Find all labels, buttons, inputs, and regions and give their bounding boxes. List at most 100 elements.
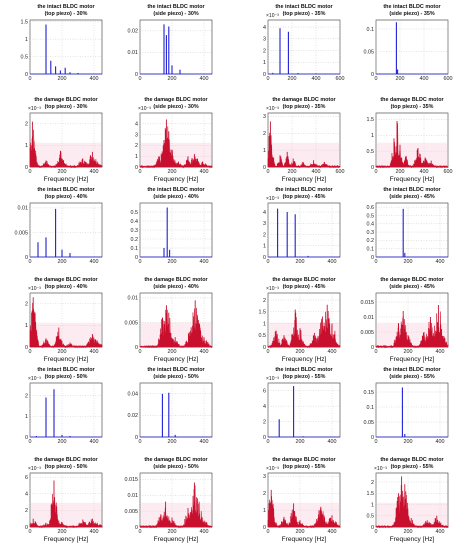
panel-title: (side piezo) - 30% bbox=[153, 11, 198, 17]
y-tick-label: 0.5 bbox=[367, 149, 375, 155]
y-tick-label: 1 bbox=[263, 148, 266, 154]
x-tick-label: 200 bbox=[396, 76, 405, 82]
x-tick-label: 200 bbox=[296, 529, 305, 535]
y-tick-label: 1 bbox=[371, 133, 374, 139]
y-tick-label: 2 bbox=[263, 491, 266, 497]
y-tick-label: 6 bbox=[263, 389, 266, 395]
y-exponent-label: ×10⁻³ bbox=[28, 376, 41, 382]
y-tick-label: 0 bbox=[25, 525, 28, 531]
y-tick-label: 0 bbox=[263, 255, 266, 261]
y-tick-label: 2 bbox=[263, 232, 266, 238]
x-tick-label: 200 bbox=[58, 169, 67, 175]
y-tick-label: 3 bbox=[135, 132, 138, 138]
x-tick-label: 400 bbox=[90, 349, 99, 355]
panel-p7: the damage BLDC motor(top piezo) - 35% ×1… bbox=[263, 97, 345, 183]
y-tick-label: 0 bbox=[371, 255, 374, 261]
y-tick-label: 0 bbox=[135, 255, 138, 261]
y-tick-label: 0.05 bbox=[364, 49, 375, 55]
x-tick-label: 0 bbox=[267, 169, 270, 175]
x-tick-label: 0 bbox=[139, 169, 142, 175]
x-tick-label: 400 bbox=[420, 169, 429, 175]
x-tick-label: 400 bbox=[90, 259, 99, 265]
x-tick-label: 200 bbox=[396, 169, 405, 175]
x-tick-label: 0 bbox=[267, 259, 270, 265]
plot-area bbox=[29, 112, 103, 168]
y-tick-label: 0.005 bbox=[361, 330, 375, 336]
x-axis-label: Frequency [Hz] bbox=[282, 536, 327, 543]
x-tick-label: 400 bbox=[200, 169, 209, 175]
y-tick-label: 1.5 bbox=[367, 117, 375, 123]
x-tick-label: 200 bbox=[58, 259, 67, 265]
panel-title: (top piezo) - 30% bbox=[45, 104, 88, 110]
x-tick-label: 400 bbox=[312, 76, 321, 82]
x-tick-label: 0 bbox=[375, 529, 378, 535]
x-tick-label: 400 bbox=[420, 76, 429, 82]
x-tick-label: 200 bbox=[288, 169, 297, 175]
x-tick-label: 400 bbox=[90, 439, 99, 445]
panel-p4: the intact BLDC motor(side piezo) - 35% 0… bbox=[364, 4, 453, 82]
plot-area bbox=[267, 382, 341, 438]
panel-p8: the damage BLDC motor(top piezo) - 35% 0 2… bbox=[367, 97, 453, 183]
y-tick-label: 1 bbox=[263, 60, 266, 66]
panel-title: the intact BLDC motor bbox=[147, 4, 205, 10]
x-tick-label: 400 bbox=[200, 529, 209, 535]
panel-title: (top piezo) - 50% bbox=[45, 374, 88, 380]
y-tick-label: 0 bbox=[135, 525, 138, 531]
y-tick-label: 0.5 bbox=[367, 514, 375, 520]
y-tick-label: 0.005 bbox=[15, 230, 29, 236]
damage-band bbox=[377, 142, 447, 167]
panel-title: the intact BLDC motor bbox=[275, 4, 333, 10]
panel-title: (top piezo) - 30% bbox=[45, 11, 88, 17]
x-tick-label: 400 bbox=[328, 439, 337, 445]
panel-title: (side piezo) - 30% bbox=[153, 104, 198, 110]
y-tick-label: 4 bbox=[263, 210, 266, 216]
plot-area bbox=[29, 382, 103, 438]
y-tick-label: 0.5 bbox=[131, 210, 139, 216]
x-tick-label: 400 bbox=[200, 259, 209, 265]
panel-title: the damage BLDC motor bbox=[380, 97, 444, 103]
y-tick-label: 4 bbox=[25, 492, 28, 498]
x-tick-label: 0 bbox=[139, 349, 142, 355]
y-tick-label: 0.005 bbox=[125, 320, 139, 326]
panel-p10: the intact BLDC motor(side piezo) - 40% 0… bbox=[131, 187, 213, 265]
x-tick-label: 0 bbox=[139, 529, 142, 535]
y-exponent-label: ×10⁻³ bbox=[266, 13, 279, 19]
x-tick-label: 600 bbox=[444, 169, 453, 175]
y-tick-label: 0 bbox=[135, 72, 138, 78]
panel-title: the intact BLDC motor bbox=[37, 187, 95, 193]
y-tick-label: 0 bbox=[371, 345, 374, 351]
x-axis-label: Frequency [Hz] bbox=[154, 176, 199, 183]
panel-p2: the intact BLDC motor(side piezo) - 30% 0… bbox=[128, 4, 213, 82]
x-tick-label: 400 bbox=[90, 529, 99, 535]
plot-area bbox=[29, 472, 103, 528]
x-tick-label: 200 bbox=[58, 439, 67, 445]
y-tick-label: 0 bbox=[263, 435, 266, 441]
y-tick-label: 0.01 bbox=[128, 296, 139, 302]
y-tick-label: 0.5 bbox=[21, 54, 29, 60]
y-tick-label: 0.02 bbox=[128, 413, 139, 419]
y-tick-label: 0.2 bbox=[131, 237, 139, 243]
damage-spectrum bbox=[29, 129, 103, 169]
y-tick-label: 1.5 bbox=[21, 20, 29, 26]
x-tick-label: 200 bbox=[296, 349, 305, 355]
y-tick-label: 0 bbox=[263, 525, 266, 531]
y-exponent-label: ×10⁻³ bbox=[28, 286, 41, 292]
panel-title: (top piezo) - 45% bbox=[283, 284, 326, 290]
y-tick-label: 0.04 bbox=[128, 392, 139, 398]
x-tick-label: 200 bbox=[296, 439, 305, 445]
x-tick-label: 0 bbox=[375, 76, 378, 82]
plot-area bbox=[139, 19, 213, 75]
panel-p12: the intact BLDC motor(side piezo) - 45% 0… bbox=[367, 187, 449, 265]
panel-title: (top piezo) - 35% bbox=[283, 104, 326, 110]
plot-area bbox=[29, 202, 103, 258]
plot-area bbox=[139, 382, 213, 438]
plot-area bbox=[375, 382, 449, 438]
y-tick-label: 2 bbox=[371, 480, 374, 486]
plot-area bbox=[29, 19, 103, 75]
y-tick-label: 0.4 bbox=[367, 222, 375, 228]
x-tick-label: 200 bbox=[404, 529, 413, 535]
plot-area bbox=[375, 202, 449, 258]
panel-title: the damage BLDC motor bbox=[380, 277, 444, 283]
x-tick-label: 200 bbox=[58, 349, 67, 355]
y-tick-label: 0.1 bbox=[367, 405, 375, 411]
